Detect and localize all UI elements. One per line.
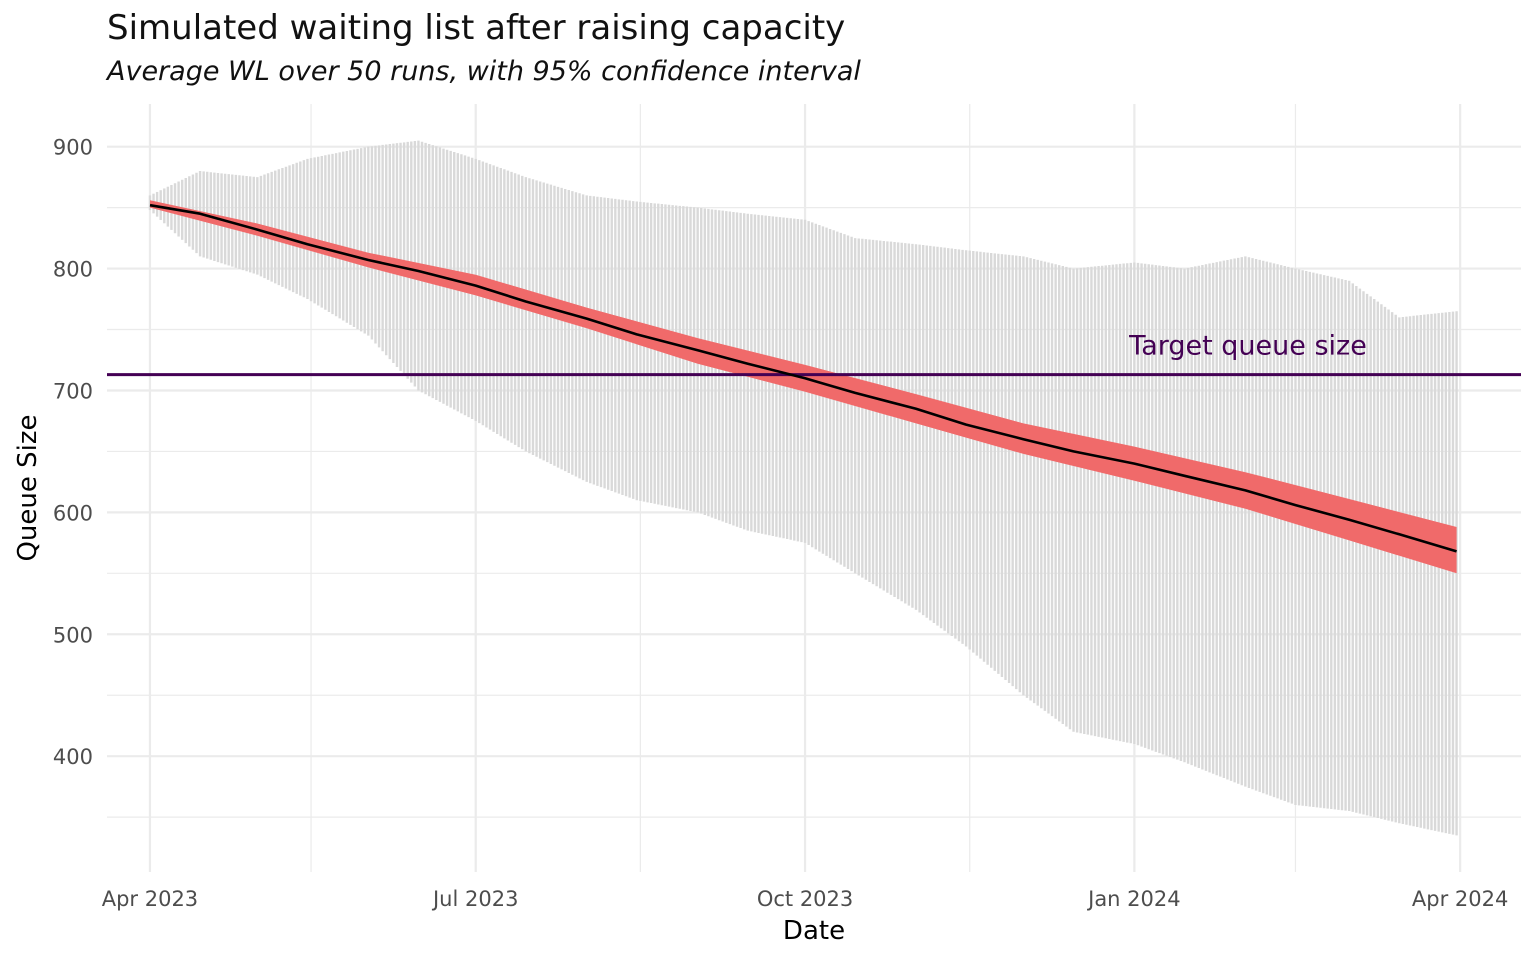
y-axis-title: Queue Size bbox=[13, 414, 43, 561]
target-layer: Target queue size bbox=[107, 331, 1521, 377]
chart-subtitle: Average WL over 50 runs, with 95% confid… bbox=[107, 56, 861, 87]
y-tick-label: 600 bbox=[53, 501, 93, 525]
confidence-band bbox=[150, 200, 1457, 574]
x-tick-label: Apr 2024 bbox=[1412, 887, 1508, 911]
x-tick-label: Jul 2023 bbox=[431, 887, 518, 911]
y-tick-label: 700 bbox=[53, 379, 93, 403]
y-tick-label: 800 bbox=[53, 258, 93, 282]
confidence-band-layer bbox=[150, 200, 1457, 574]
y-tick-label: 400 bbox=[53, 745, 93, 769]
y-tick-label: 500 bbox=[53, 623, 93, 647]
x-axis-ticks: Apr 2023 Jul 2023 Oct 2023 Jan 2024 Apr 2024 bbox=[102, 887, 1509, 911]
y-tick-label: 900 bbox=[53, 136, 93, 160]
runs-range-bars bbox=[148, 140, 1458, 836]
chart-title: Simulated waiting list after raising cap… bbox=[107, 8, 846, 48]
x-tick-label: Jan 2024 bbox=[1086, 887, 1181, 911]
x-tick-label: Apr 2023 bbox=[102, 887, 198, 911]
mean-line bbox=[149, 203, 1457, 553]
x-axis-title: Date bbox=[783, 916, 845, 946]
mean-layer bbox=[149, 203, 1457, 553]
target-label: Target queue size bbox=[1128, 331, 1367, 362]
x-tick-label: Oct 2023 bbox=[757, 887, 853, 911]
y-axis-ticks: 400 500 600 700 800 900 bbox=[53, 136, 93, 770]
